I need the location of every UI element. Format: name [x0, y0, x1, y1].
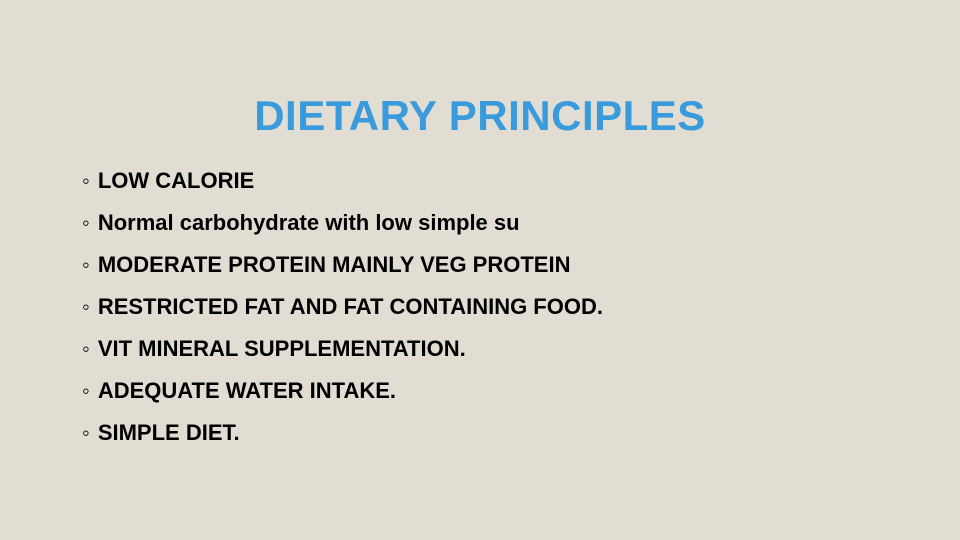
bullet-text: ADEQUATE WATER INTAKE.: [98, 380, 900, 402]
list-item: ◦ Normal carbohydrate with low simple su: [82, 212, 900, 234]
list-item: ◦ RESTRICTED FAT AND FAT CONTAINING FOOD…: [82, 296, 900, 318]
bullet-icon: ◦: [82, 212, 90, 234]
bullet-icon: ◦: [82, 254, 90, 276]
bullet-text: MODERATE PROTEIN MAINLY VEG PROTEIN: [98, 254, 900, 276]
bullet-text: Normal carbohydrate with low simple su: [98, 212, 900, 234]
bullet-list: ◦ LOW CALORIE ◦ Normal carbohydrate with…: [0, 170, 960, 444]
bullet-icon: ◦: [82, 422, 90, 444]
list-item: ◦ LOW CALORIE: [82, 170, 900, 192]
bullet-icon: ◦: [82, 170, 90, 192]
list-item: ◦ ADEQUATE WATER INTAKE.: [82, 380, 900, 402]
slide: DIETARY PRINCIPLES ◦ LOW CALORIE ◦ Norma…: [0, 0, 960, 540]
slide-title: DIETARY PRINCIPLES: [0, 0, 960, 170]
bullet-icon: ◦: [82, 296, 90, 318]
list-item: ◦ MODERATE PROTEIN MAINLY VEG PROTEIN: [82, 254, 900, 276]
bullet-text: RESTRICTED FAT AND FAT CONTAINING FOOD.: [98, 296, 900, 318]
bullet-icon: ◦: [82, 338, 90, 360]
list-item: ◦ SIMPLE DIET.: [82, 422, 900, 444]
bullet-icon: ◦: [82, 380, 90, 402]
bullet-text: SIMPLE DIET.: [98, 422, 900, 444]
bullet-text: LOW CALORIE: [98, 170, 900, 192]
list-item: ◦ VIT MINERAL SUPPLEMENTATION.: [82, 338, 900, 360]
bullet-text: VIT MINERAL SUPPLEMENTATION.: [98, 338, 900, 360]
